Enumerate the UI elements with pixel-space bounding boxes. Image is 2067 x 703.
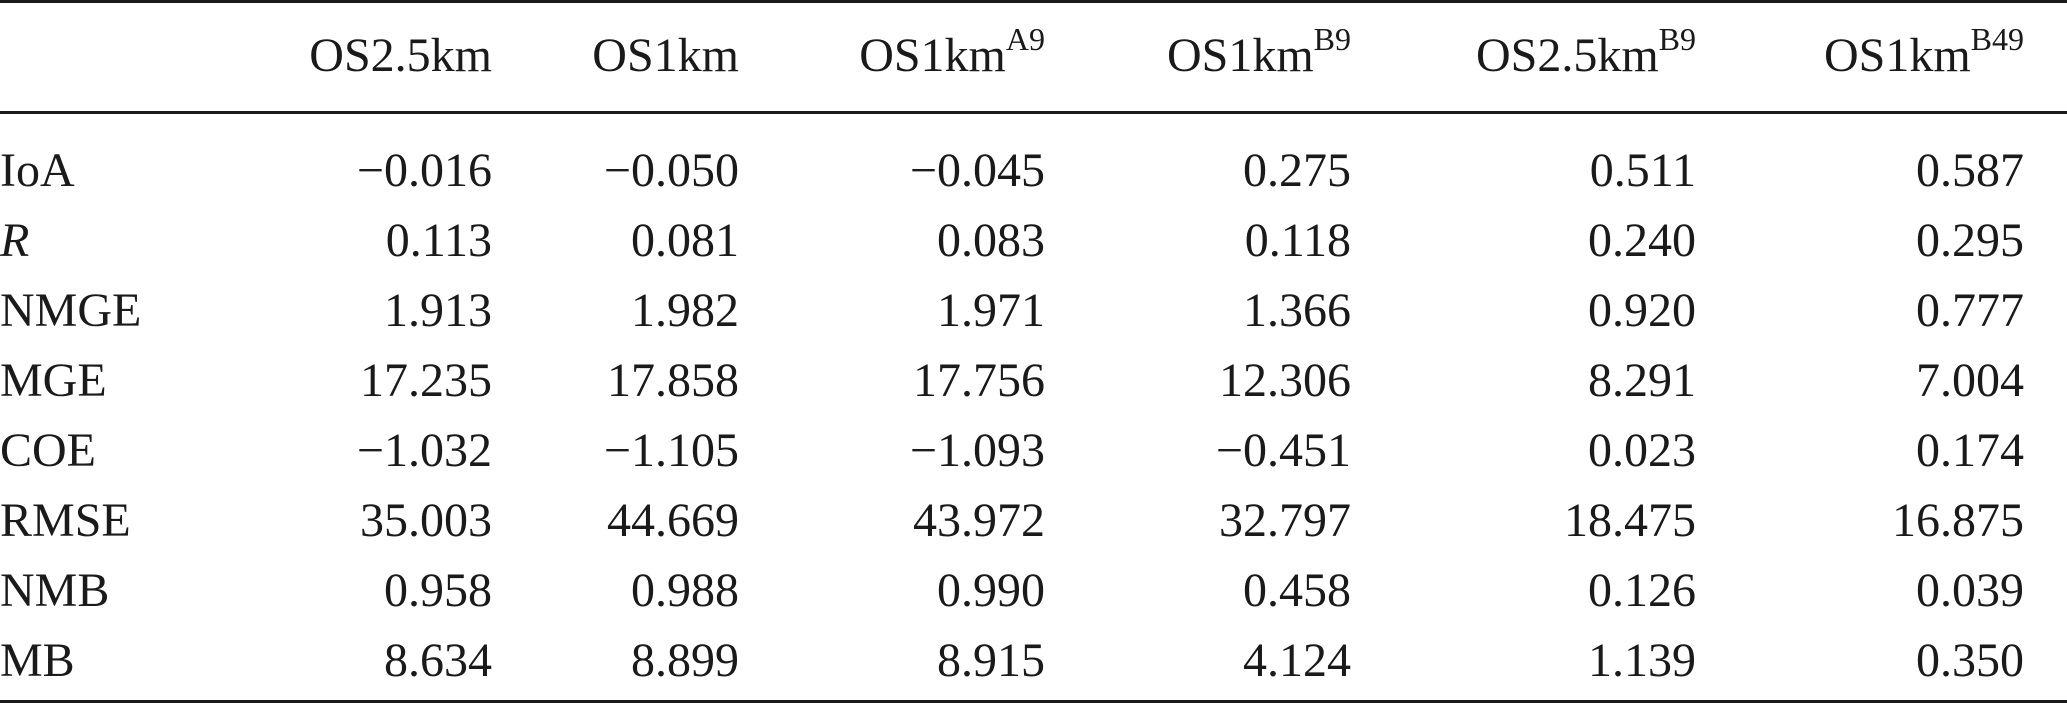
table-bottom-rule bbox=[0, 700, 2067, 703]
table-cell: 0.174 bbox=[1916, 424, 2024, 477]
column-header: OS1kmB9 bbox=[1166, 21, 1351, 82]
table-cell: 0.350 bbox=[1916, 634, 2024, 687]
table-cell: 0.777 bbox=[1916, 284, 2024, 337]
table-cell: 0.958 bbox=[384, 564, 492, 617]
table-cell: −0.451 bbox=[1215, 424, 1351, 477]
table-row: COE −1.032 −1.105 −1.093 −0.451 0.023 0.… bbox=[0, 416, 2024, 486]
table-cell: 0.275 bbox=[1243, 144, 1351, 197]
table-cell: 0.988 bbox=[631, 564, 739, 617]
table-cell: 1.139 bbox=[1588, 634, 1696, 687]
table-cell: 0.023 bbox=[1588, 424, 1696, 477]
table-cell: 0.920 bbox=[1588, 284, 1696, 337]
metrics-table: OS2.5km OS1km OS1kmA9 OS1kmB9 OS2.5kmB9 … bbox=[0, 0, 2024, 696]
table-cell: −1.093 bbox=[909, 424, 1045, 477]
column-header: OS1kmB49 bbox=[1823, 21, 2024, 82]
table-cell: 0.113 bbox=[385, 214, 492, 267]
table-row: IoA −0.016 −0.050 −0.045 0.275 0.511 0.5… bbox=[0, 112, 2024, 206]
row-label: NMGE bbox=[0, 284, 142, 337]
table-cell: 8.915 bbox=[937, 634, 1045, 687]
row-label: RMSE bbox=[0, 494, 131, 547]
table-cell: 44.669 bbox=[607, 494, 739, 547]
table-cell: −0.050 bbox=[603, 144, 739, 197]
column-header: OS2.5kmB9 bbox=[1475, 21, 1696, 82]
table-cell: 32.797 bbox=[1219, 494, 1351, 547]
table-cell: 0.458 bbox=[1243, 564, 1351, 617]
stub-header bbox=[0, 0, 210, 112]
table-cell: 0.295 bbox=[1916, 214, 2024, 267]
column-header: OS2.5km bbox=[309, 29, 492, 82]
table-cell: 8.634 bbox=[384, 634, 492, 687]
table-cell: 0.126 bbox=[1588, 564, 1696, 617]
row-label: COE bbox=[0, 424, 96, 477]
table-cell: 0.511 bbox=[1589, 144, 1696, 197]
column-header: OS1km bbox=[592, 29, 739, 82]
table-row: MGE 17.235 17.858 17.756 12.306 8.291 7.… bbox=[0, 346, 2024, 416]
table-cell: 12.306 bbox=[1219, 354, 1351, 407]
table-row: RMSE 35.003 44.669 43.972 32.797 18.475 … bbox=[0, 486, 2024, 556]
row-label: NMB bbox=[0, 564, 110, 617]
column-header: OS1kmA9 bbox=[859, 21, 1045, 82]
table-cell: 18.475 bbox=[1564, 494, 1696, 547]
table-row: NMB 0.958 0.988 0.990 0.458 0.126 0.039 bbox=[0, 556, 2024, 626]
table-header-rule bbox=[0, 111, 2067, 114]
table-cell: 8.291 bbox=[1588, 354, 1696, 407]
table-cell: 1.913 bbox=[384, 284, 492, 337]
table-row: NMGE 1.913 1.982 1.971 1.366 0.920 0.777 bbox=[0, 276, 2024, 346]
table-cell: 7.004 bbox=[1916, 354, 2024, 407]
table-cell: 17.235 bbox=[360, 354, 492, 407]
table-cell: 1.366 bbox=[1243, 284, 1351, 337]
table-cell: −1.105 bbox=[603, 424, 739, 477]
table-cell: 0.118 bbox=[1244, 214, 1351, 267]
table-cell: 0.039 bbox=[1916, 564, 2024, 617]
table-cell: −0.045 bbox=[909, 144, 1045, 197]
table-cell: 0.587 bbox=[1916, 144, 2024, 197]
table-row: R 0.113 0.081 0.083 0.118 0.240 0.295 bbox=[0, 206, 2024, 276]
table-cell: 0.990 bbox=[937, 564, 1045, 617]
table-cell: 0.081 bbox=[631, 214, 739, 267]
table-cell: 17.756 bbox=[913, 354, 1045, 407]
row-label: MB bbox=[0, 634, 75, 687]
row-label: R bbox=[0, 214, 30, 267]
table-cell: 4.124 bbox=[1243, 634, 1351, 687]
table-cell: 35.003 bbox=[360, 494, 492, 547]
table-cell: −0.016 bbox=[356, 144, 492, 197]
table-cell: 1.971 bbox=[937, 284, 1045, 337]
table-cell: 17.858 bbox=[607, 354, 739, 407]
table-cell: 8.899 bbox=[631, 634, 739, 687]
row-label: MGE bbox=[0, 354, 107, 407]
table-cell: 43.972 bbox=[913, 494, 1045, 547]
table-top-rule bbox=[0, 0, 2067, 3]
table-cell: 16.875 bbox=[1892, 494, 2024, 547]
table-cell: 0.083 bbox=[937, 214, 1045, 267]
header-row: OS2.5km OS1km OS1kmA9 OS1kmB9 OS2.5kmB9 … bbox=[0, 0, 2024, 112]
table-row: MB 8.634 8.899 8.915 4.124 1.139 0.350 bbox=[0, 626, 2024, 696]
table-cell: 0.240 bbox=[1588, 214, 1696, 267]
row-label: IoA bbox=[0, 144, 75, 197]
table-cell: −1.032 bbox=[356, 424, 492, 477]
table-cell: 1.982 bbox=[631, 284, 739, 337]
